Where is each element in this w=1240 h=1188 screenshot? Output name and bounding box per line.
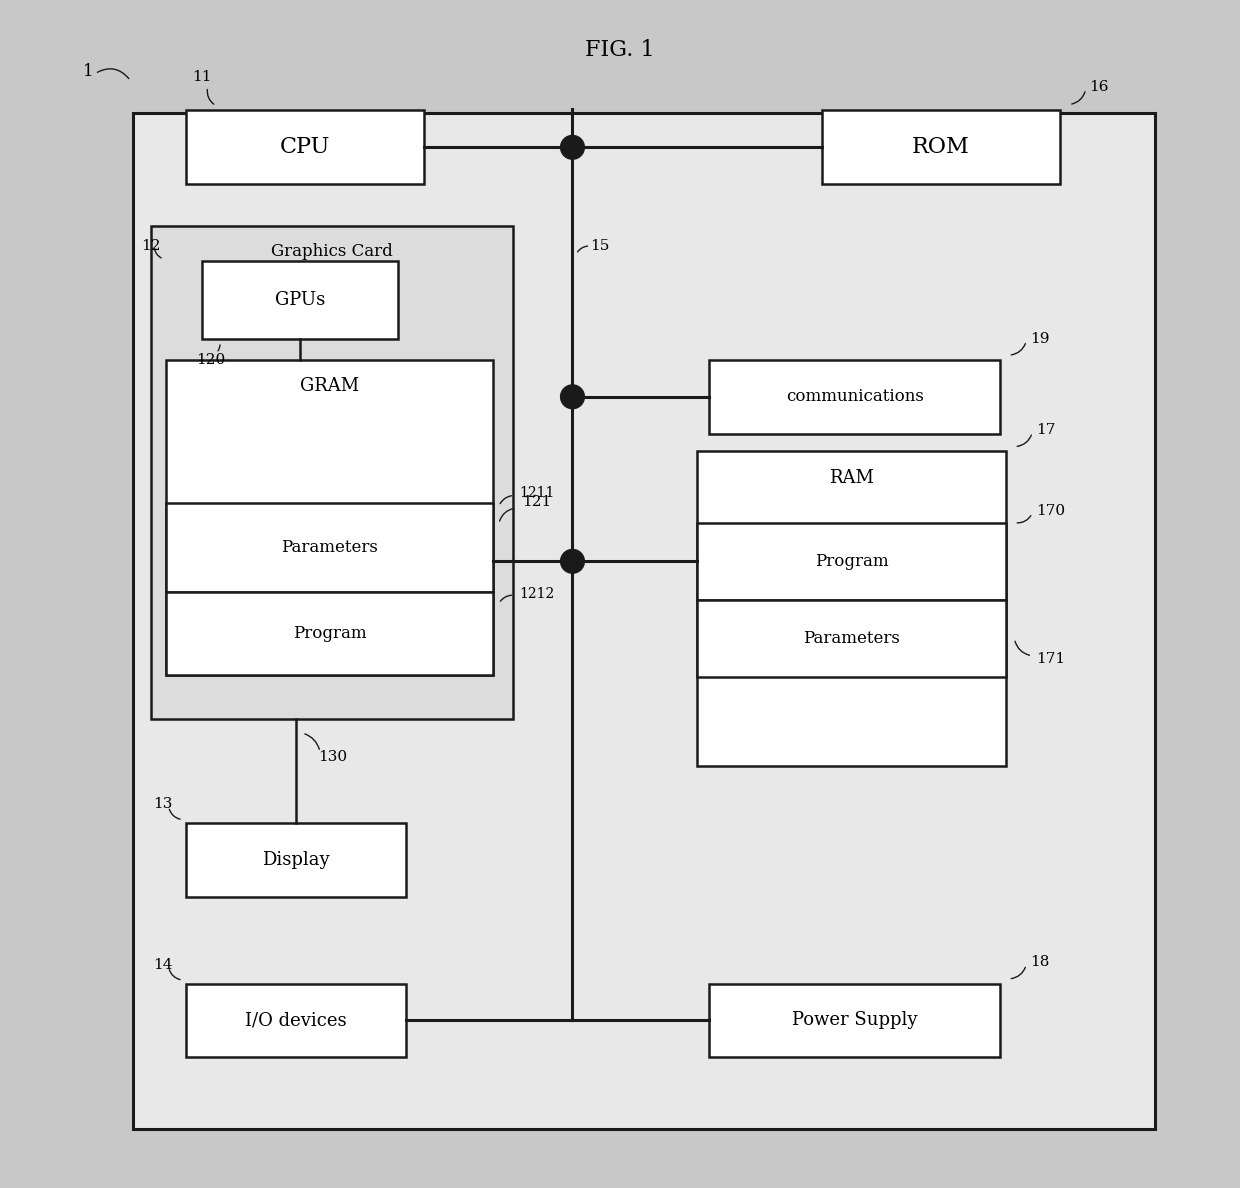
- Bar: [186, 984, 407, 1057]
- Bar: [697, 451, 1006, 766]
- Text: 19: 19: [1030, 331, 1049, 346]
- Text: Parameters: Parameters: [281, 538, 378, 556]
- Text: 1: 1: [83, 63, 94, 80]
- Bar: [133, 113, 1154, 1129]
- Circle shape: [560, 549, 584, 574]
- Bar: [709, 984, 1001, 1057]
- Bar: [166, 503, 492, 592]
- Text: 130: 130: [317, 750, 347, 764]
- Bar: [166, 360, 492, 675]
- Bar: [186, 110, 424, 184]
- Text: Display: Display: [263, 851, 330, 870]
- Text: Program: Program: [293, 625, 366, 642]
- Text: 15: 15: [590, 239, 610, 253]
- Text: 14: 14: [153, 958, 172, 972]
- Text: ROM: ROM: [911, 137, 970, 158]
- Bar: [697, 600, 1006, 677]
- Text: 16: 16: [1089, 80, 1109, 94]
- Bar: [186, 823, 407, 897]
- Text: communications: communications: [786, 388, 924, 405]
- Text: CPU: CPU: [280, 137, 330, 158]
- Text: RAM: RAM: [830, 468, 874, 487]
- Text: GPUs: GPUs: [275, 291, 325, 309]
- Bar: [709, 360, 1001, 434]
- Text: FIG. 1: FIG. 1: [585, 39, 655, 61]
- Text: Power Supply: Power Supply: [792, 1011, 918, 1030]
- Bar: [697, 523, 1006, 600]
- Bar: [822, 110, 1059, 184]
- Text: 18: 18: [1030, 955, 1049, 969]
- Text: 13: 13: [153, 797, 172, 811]
- Text: 171: 171: [1035, 652, 1065, 666]
- Circle shape: [560, 135, 584, 159]
- Text: 1212: 1212: [520, 587, 554, 601]
- Bar: [166, 592, 492, 675]
- Circle shape: [560, 385, 584, 409]
- Bar: [202, 261, 398, 339]
- Bar: [151, 226, 513, 719]
- Text: 12: 12: [141, 239, 161, 253]
- Text: Parameters: Parameters: [804, 630, 900, 647]
- Text: Program: Program: [815, 552, 889, 570]
- Text: 121: 121: [522, 494, 552, 508]
- Text: 1211: 1211: [520, 486, 554, 500]
- Text: Graphics Card: Graphics Card: [272, 244, 393, 260]
- Text: 120: 120: [196, 353, 226, 367]
- Text: I/O devices: I/O devices: [246, 1011, 347, 1030]
- Text: 170: 170: [1035, 504, 1065, 518]
- Text: GRAM: GRAM: [300, 377, 360, 396]
- Text: 11: 11: [192, 70, 212, 84]
- Text: 17: 17: [1035, 423, 1055, 437]
